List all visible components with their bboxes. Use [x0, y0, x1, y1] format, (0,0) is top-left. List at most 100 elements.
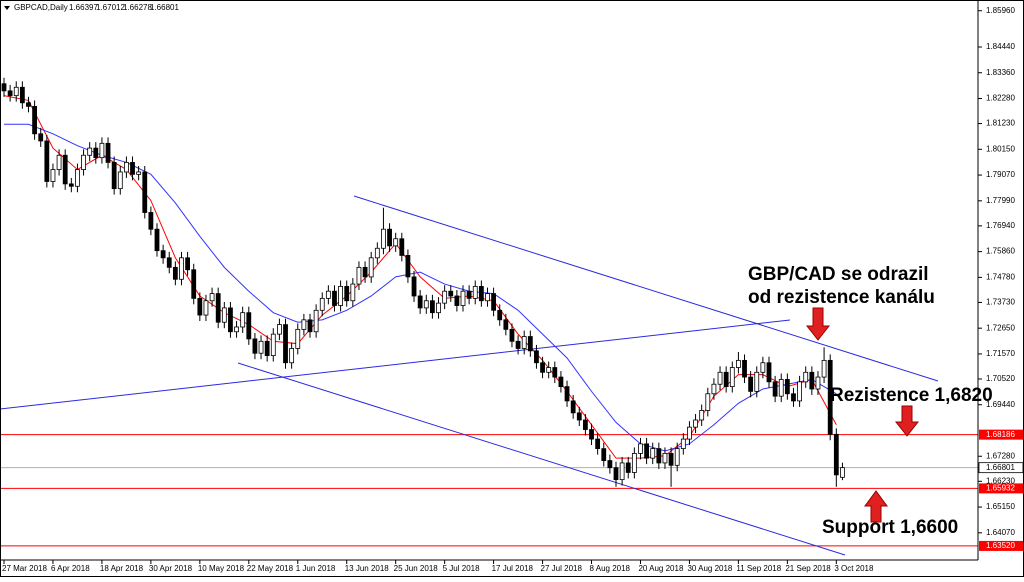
arrow-down — [894, 405, 920, 437]
x-tick-label: 11 Sep 2018 — [736, 564, 781, 573]
ohlc-open: 1.66397 — [69, 3, 98, 12]
candle-body — [191, 269, 197, 299]
candle-body — [497, 309, 503, 321]
candle-body — [356, 266, 362, 285]
candle-body — [240, 312, 246, 328]
candle-body — [215, 293, 221, 323]
candle-body — [405, 255, 411, 278]
candle-body — [613, 467, 619, 481]
candle-body — [185, 257, 191, 271]
candle-body — [772, 381, 778, 397]
candle-body — [717, 371, 723, 385]
x-tick-label: 1 Jun 2018 — [296, 564, 336, 573]
candle-body — [344, 286, 350, 302]
candle-body — [209, 293, 215, 302]
candle-body — [809, 371, 815, 390]
candle-body — [589, 429, 594, 440]
candle-body — [417, 295, 423, 309]
candle-body — [803, 371, 809, 383]
annotation: GBP/CAD se odrazil — [748, 264, 929, 285]
candle-body — [760, 362, 766, 373]
candle-body — [368, 257, 374, 278]
candle-body — [607, 460, 613, 469]
ohlc-close: 1.66801 — [150, 3, 179, 12]
candle-body — [423, 300, 429, 309]
candle-body — [234, 326, 239, 333]
y-tick-label: 1.73730 — [986, 298, 1015, 307]
symbol: GBPCAD,Daily — [14, 3, 68, 12]
candle-body — [736, 359, 741, 368]
level-tag — [979, 483, 1023, 494]
candle-body — [246, 312, 252, 340]
candle-body — [436, 302, 441, 314]
y-tick-label: 1.83360 — [986, 68, 1015, 77]
candle-body — [264, 340, 270, 357]
x-tick-label: 25 Jun 2018 — [394, 564, 439, 573]
candle-body — [203, 300, 209, 316]
candle-body — [325, 290, 331, 299]
candle-body — [26, 102, 31, 107]
candle-body — [454, 295, 460, 306]
y-tick-label: 1.66230 — [986, 476, 1015, 485]
candle-body — [791, 393, 796, 402]
candle-body — [509, 328, 515, 342]
candle-body — [350, 283, 356, 302]
candle-body — [784, 379, 790, 395]
x-tick-label: 8 Aug 2018 — [590, 564, 631, 573]
candle-body — [387, 228, 392, 247]
candle-body — [583, 419, 588, 430]
x-tick-label: 13 Jun 2018 — [345, 564, 390, 573]
candle-body — [619, 462, 625, 481]
y-tick-label: 1.80150 — [986, 144, 1015, 153]
arrow-down — [805, 307, 831, 341]
candle-body — [283, 324, 288, 364]
x-tick-label: 20 Aug 2018 — [638, 564, 683, 573]
candle-body — [705, 393, 711, 411]
candle-body — [693, 419, 698, 428]
candle-body — [50, 169, 56, 182]
candle-body — [687, 426, 692, 440]
candle-body — [179, 257, 184, 280]
candle-body — [840, 467, 845, 478]
candle-body — [99, 142, 105, 159]
candle-body — [472, 286, 478, 299]
candle-body — [748, 376, 754, 392]
candle-body — [258, 340, 264, 354]
candle-body — [644, 443, 649, 459]
candle-body — [778, 379, 784, 397]
candle-body — [448, 290, 454, 297]
candle-body — [38, 133, 44, 142]
candle-body — [631, 452, 637, 473]
candle-body — [674, 448, 680, 466]
x-tick-label: 30 Apr 2018 — [149, 564, 193, 573]
candle-body — [148, 212, 154, 230]
level-label: 1.63520 — [986, 541, 1015, 550]
candle-body — [815, 376, 821, 390]
candle-body — [32, 105, 37, 135]
menu-icon — [4, 6, 10, 10]
candle-body — [130, 162, 135, 175]
current-price-label: 1.66801 — [986, 463, 1015, 472]
annotation: Rezistence 1,6820 — [830, 385, 993, 406]
x-tick-label: 17 Jul 2018 — [492, 564, 534, 573]
y-tick-label: 1.69440 — [986, 400, 1015, 409]
candle-body — [172, 266, 178, 280]
y-tick-label: 1.65150 — [986, 502, 1015, 511]
candle-body — [393, 238, 399, 247]
candle-body — [827, 359, 833, 435]
y-tick-label: 1.75860 — [986, 247, 1015, 256]
candle-body — [491, 293, 497, 311]
candle-body — [362, 266, 368, 278]
candle-body — [478, 286, 484, 302]
candle-body — [754, 371, 760, 392]
candle-body — [821, 359, 827, 378]
arrow-up — [864, 490, 888, 523]
candle-body — [313, 309, 319, 333]
candle-body — [117, 171, 123, 190]
trend-line — [0, 319, 791, 410]
candle-body — [105, 142, 111, 163]
candle-body — [527, 336, 533, 352]
candle-body — [68, 183, 74, 187]
candle-body — [723, 371, 729, 388]
